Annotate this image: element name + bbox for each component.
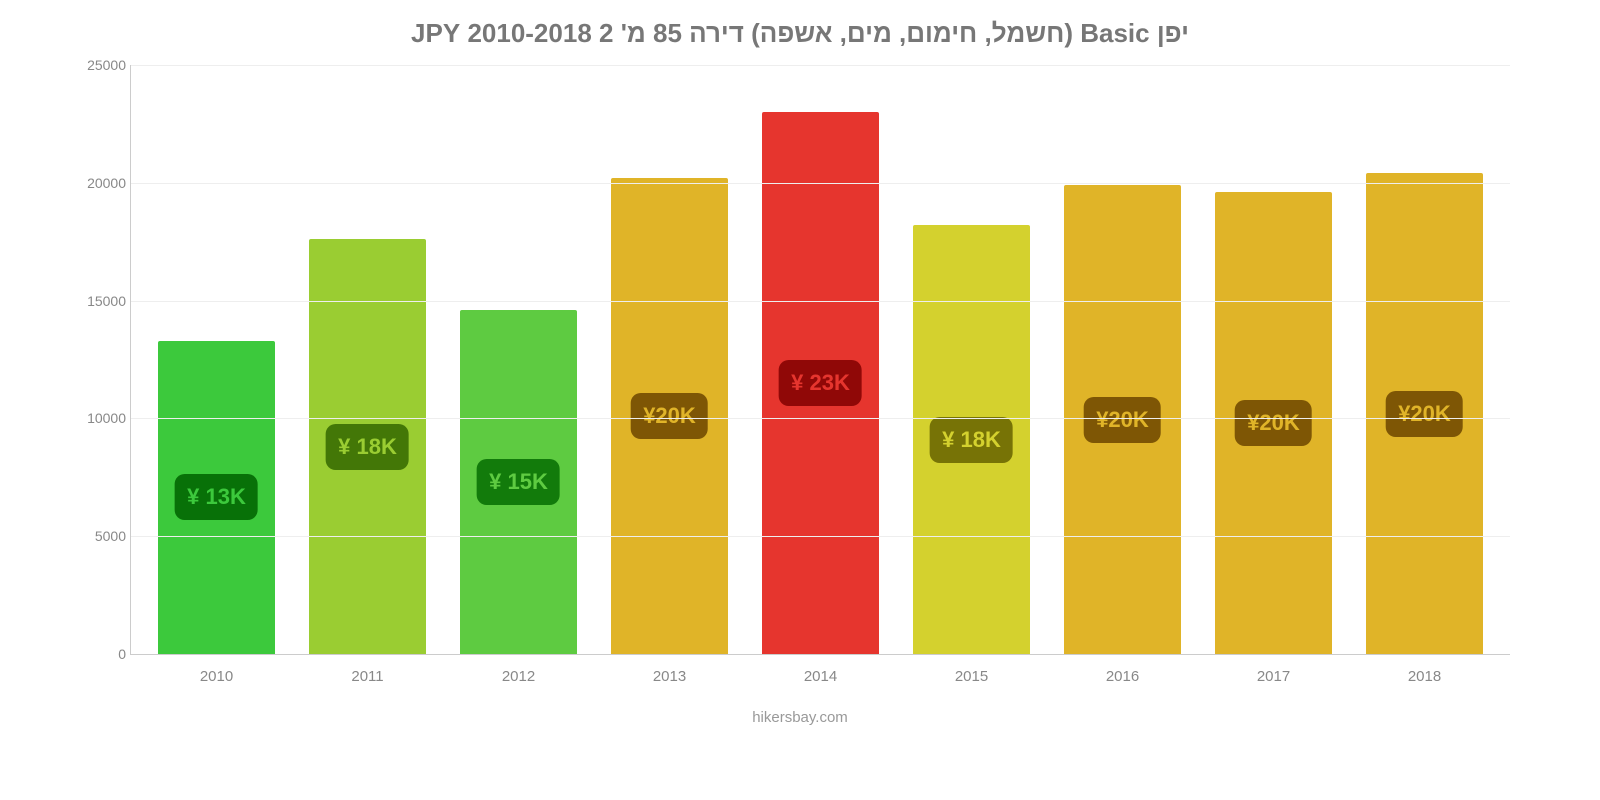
bar-slot: ¥ 18K2015	[896, 65, 1047, 654]
chart-title: יפן Basic (חשמל, חימום, מים, אשפה) דירה …	[411, 18, 1189, 49]
x-tick-label: 2013	[653, 668, 686, 685]
bar-value-label: ¥20K	[631, 393, 708, 439]
bar-slot: ¥ 23K2014	[745, 65, 896, 654]
bar-value-label: ¥20K	[1235, 400, 1312, 446]
bar: ¥20K	[1366, 173, 1484, 654]
bar-value-label: ¥20K	[1084, 397, 1161, 443]
x-tick-label: 2015	[955, 668, 988, 685]
x-tick-label: 2016	[1106, 668, 1139, 685]
bars-container: ¥ 13K2010¥ 18K2011¥ 15K2012¥20K2013¥ 23K…	[131, 65, 1510, 654]
chart-footer: hikersbay.com	[752, 709, 848, 726]
bar: ¥ 13K	[158, 341, 276, 654]
bar: ¥ 15K	[460, 310, 578, 654]
bar-value-label: ¥ 13K	[175, 474, 258, 520]
x-tick-label: 2017	[1257, 668, 1290, 685]
x-tick-label: 2018	[1408, 668, 1441, 685]
bar: ¥20K	[611, 178, 729, 654]
gridline	[131, 536, 1510, 537]
gridline	[131, 65, 1510, 66]
x-tick-label: 2011	[351, 668, 383, 685]
y-tick-label: 15000	[71, 293, 126, 309]
x-tick-label: 2012	[502, 668, 535, 685]
bar-value-label: ¥ 23K	[779, 360, 862, 406]
bar-slot: ¥ 15K2012	[443, 65, 594, 654]
bar: ¥ 18K	[913, 225, 1031, 654]
plot-area: ¥ 13K2010¥ 18K2011¥ 15K2012¥20K2013¥ 23K…	[130, 65, 1510, 655]
chart-container: ¥ 13K2010¥ 18K2011¥ 15K2012¥20K2013¥ 23K…	[50, 55, 1550, 705]
y-tick-label: 0	[71, 646, 126, 662]
bar: ¥20K	[1215, 192, 1333, 654]
bar-slot: ¥20K2016	[1047, 65, 1198, 654]
gridline	[131, 418, 1510, 419]
bar-slot: ¥20K2018	[1349, 65, 1500, 654]
bar-slot: ¥ 18K2011	[292, 65, 443, 654]
x-tick-label: 2014	[804, 668, 837, 685]
bar: ¥ 23K	[762, 112, 880, 654]
bar-slot: ¥ 13K2010	[141, 65, 292, 654]
bar-value-label: ¥ 18K	[930, 417, 1013, 463]
y-tick-label: 25000	[71, 57, 126, 73]
bar-value-label: ¥ 15K	[477, 459, 560, 505]
bar-value-label: ¥ 18K	[326, 424, 409, 470]
bar-slot: ¥20K2013	[594, 65, 745, 654]
y-tick-label: 5000	[71, 528, 126, 544]
bar: ¥20K	[1064, 185, 1182, 654]
gridline	[131, 183, 1510, 184]
y-tick-label: 20000	[71, 175, 126, 191]
bar-slot: ¥20K2017	[1198, 65, 1349, 654]
y-tick-label: 10000	[71, 410, 126, 426]
bar-value-label: ¥20K	[1386, 391, 1463, 437]
x-tick-label: 2010	[200, 668, 233, 685]
gridline	[131, 301, 1510, 302]
